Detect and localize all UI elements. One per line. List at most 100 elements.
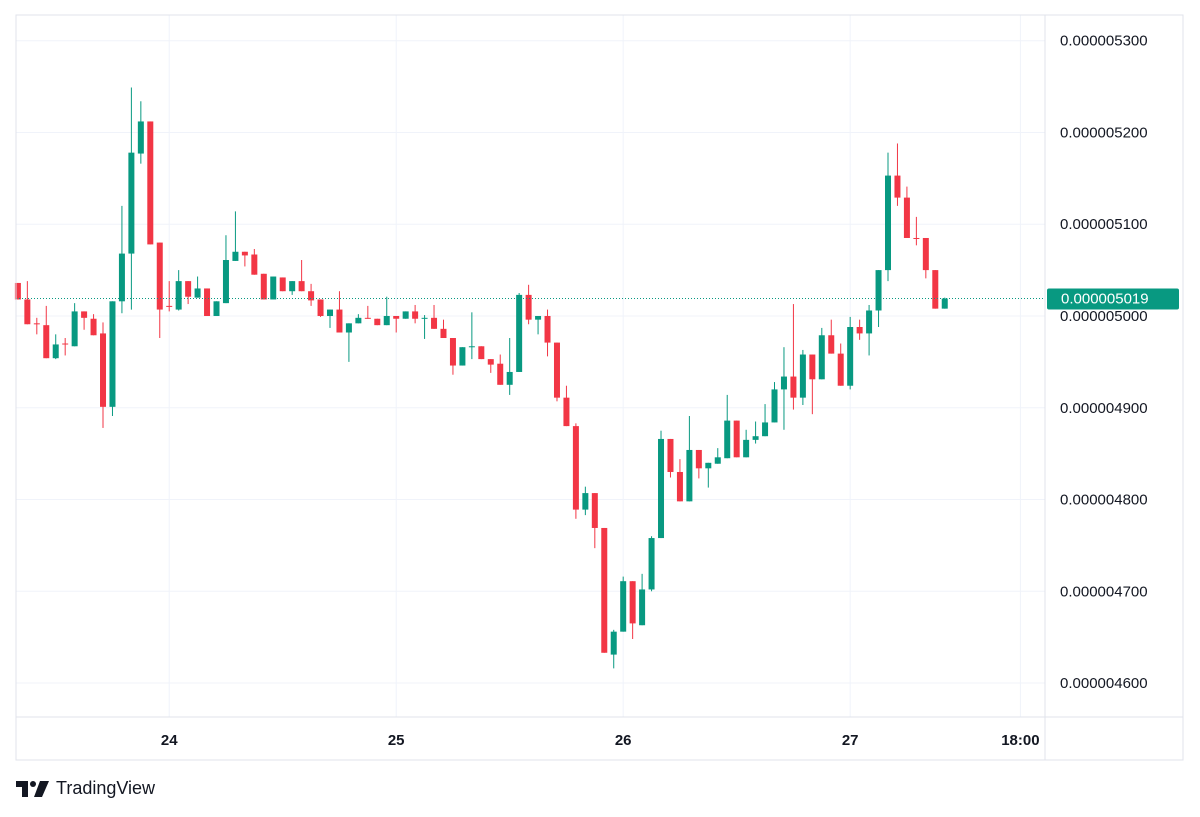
candle-body — [81, 311, 88, 318]
candle — [620, 576, 627, 632]
y-tick-label: 0.000005200 — [1060, 124, 1148, 141]
y-tick-label: 0.000004800 — [1060, 492, 1148, 509]
candle — [695, 449, 702, 479]
candle-body — [487, 359, 494, 365]
candle-body — [743, 439, 750, 458]
candle — [52, 334, 59, 360]
candle — [506, 338, 513, 395]
candle — [894, 143, 901, 206]
candle — [241, 251, 248, 267]
tradingview-logo-text: TradingView — [56, 778, 156, 798]
candle — [497, 354, 504, 385]
candle — [885, 152, 892, 282]
candle — [941, 297, 948, 309]
candle — [771, 382, 778, 423]
candle-body — [828, 335, 835, 354]
candle-body — [241, 251, 248, 256]
candle — [922, 237, 929, 279]
candle-body — [374, 318, 381, 326]
candle-body — [610, 631, 617, 655]
candle-body — [71, 311, 78, 347]
candle-body — [941, 298, 948, 309]
candle — [118, 205, 125, 314]
candle-body — [62, 343, 69, 345]
candle — [856, 319, 863, 340]
candle — [714, 448, 721, 464]
candle-body — [639, 589, 646, 626]
candle — [478, 346, 485, 360]
candle — [308, 283, 315, 306]
candle — [639, 573, 646, 626]
candle-body — [714, 457, 721, 464]
candle — [100, 322, 107, 428]
candle-body — [894, 175, 901, 198]
candle — [572, 423, 579, 519]
candle — [185, 281, 192, 305]
candle — [790, 304, 797, 410]
candle-body — [733, 420, 740, 458]
y-tick-label: 0.000005300 — [1060, 33, 1148, 50]
candle — [62, 338, 69, 356]
candle-body — [771, 389, 778, 423]
candle — [932, 270, 939, 309]
candle — [298, 260, 305, 292]
candle-body — [866, 310, 873, 334]
x-tick-label: 26 — [615, 732, 632, 749]
candle — [43, 305, 50, 359]
candle — [90, 314, 97, 336]
tradingview-logo-icon — [16, 780, 49, 797]
candle-body — [535, 315, 542, 320]
candle-body — [128, 152, 135, 254]
candle-body — [270, 276, 277, 300]
candle-body — [582, 493, 589, 510]
candle-body — [308, 291, 315, 301]
candle — [71, 303, 78, 347]
x-tick-label: 24 — [161, 732, 178, 749]
candle — [648, 536, 655, 592]
candle-body — [431, 317, 438, 329]
candle — [364, 305, 371, 319]
candle-body — [658, 438, 665, 539]
x-tick-label: 25 — [388, 732, 405, 749]
price-axis[interactable]: 0.000005300 0.000005200 0.000005100 0.00000… — [1060, 33, 1148, 692]
candle-body — [780, 376, 787, 390]
candle-body — [799, 354, 806, 398]
candle — [733, 420, 740, 458]
candle — [412, 304, 419, 324]
candle-body — [695, 449, 702, 469]
candle-body — [922, 237, 929, 271]
candle — [762, 404, 769, 437]
y-tick-label: 0.000004900 — [1060, 400, 1148, 417]
candle-body — [724, 420, 731, 459]
tradingview-logo[interactable]: TradingView — [16, 778, 155, 799]
candle — [780, 347, 787, 430]
candle — [459, 347, 466, 366]
candle-body — [213, 301, 220, 316]
candle-body — [676, 471, 683, 502]
candle — [260, 273, 267, 300]
candle-body — [194, 288, 201, 298]
candle-body — [279, 277, 286, 292]
candle-body — [752, 436, 759, 440]
candle — [828, 319, 835, 354]
candle — [591, 493, 598, 549]
candle — [903, 186, 910, 238]
candle-body — [667, 438, 674, 472]
candle-body — [393, 315, 400, 319]
candle-body — [251, 254, 258, 275]
candle — [676, 459, 683, 502]
candle-body — [875, 270, 882, 311]
candle — [251, 249, 258, 275]
candle — [345, 323, 352, 362]
candle-body — [147, 121, 154, 245]
candle-body — [686, 449, 693, 502]
time-axis[interactable]: 24 25 26 27 18:00 — [161, 732, 1040, 749]
candle — [799, 349, 806, 405]
candle — [383, 296, 390, 326]
candle-body — [345, 323, 352, 333]
candle-body — [336, 309, 343, 333]
candle — [222, 235, 229, 304]
candle-body — [516, 294, 523, 372]
candle — [705, 462, 712, 488]
